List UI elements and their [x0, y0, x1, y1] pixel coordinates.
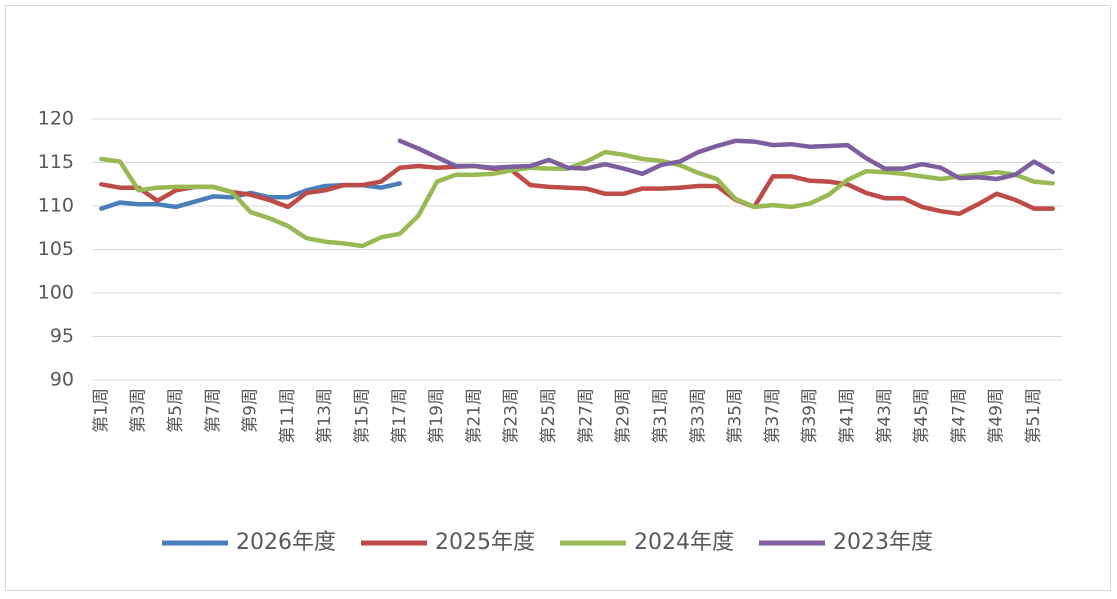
x-tick-label: 第1周	[91, 388, 111, 433]
x-tick-label: 第29周	[614, 388, 634, 444]
x-tick-label: 第47周	[949, 388, 969, 444]
legend-label: 2024年度	[634, 530, 734, 555]
x-tick-label: 第43周	[875, 388, 895, 444]
y-tick-label: 95	[50, 325, 74, 347]
x-tick-label: 第17周	[390, 388, 410, 444]
y-tick-label: 115	[38, 151, 74, 173]
x-tick-label: 第21周	[464, 388, 484, 444]
y-tick-label: 105	[38, 238, 74, 260]
x-tick-label: 第41周	[837, 388, 857, 444]
series-line	[99, 163, 1055, 217]
x-tick-label: 第27周	[576, 388, 596, 444]
x-tick-label: 第3周	[129, 388, 149, 433]
x-tick-label: 第5周	[166, 388, 186, 433]
legend-label: 2026年度	[236, 530, 336, 555]
x-tick-label: 第19周	[427, 388, 447, 444]
x-tick-label: 第15周	[352, 388, 372, 444]
legend-label: 2025年度	[435, 530, 535, 555]
x-tick-label: 第37周	[763, 388, 783, 444]
x-tick-label: 第7周	[203, 388, 223, 433]
x-tick-label: 第25周	[539, 388, 559, 444]
y-tick-label: 110	[38, 195, 74, 217]
x-tick-label: 第33周	[688, 388, 708, 444]
x-tick-label: 第13周	[315, 388, 335, 444]
x-tick-label: 第49周	[987, 388, 1007, 444]
y-tick-label: 90	[50, 369, 74, 391]
y-tick-label: 120	[38, 108, 74, 130]
series-line	[397, 138, 1055, 182]
x-tick-label: 第23周	[502, 388, 522, 444]
chart-border	[5, 5, 1111, 591]
y-tick-label: 100	[38, 282, 74, 304]
x-tick-label: 第11周	[278, 388, 298, 444]
x-tick-label: 第9周	[241, 388, 261, 433]
x-tick-label: 第45周	[912, 388, 932, 444]
legend-label: 2023年度	[833, 530, 933, 555]
series-line	[99, 149, 1055, 249]
x-tick-label: 第31周	[651, 388, 671, 444]
x-tick-label: 第35周	[726, 388, 746, 444]
x-tick-label: 第39周	[800, 388, 820, 444]
x-tick-label: 第51周	[1024, 388, 1044, 444]
